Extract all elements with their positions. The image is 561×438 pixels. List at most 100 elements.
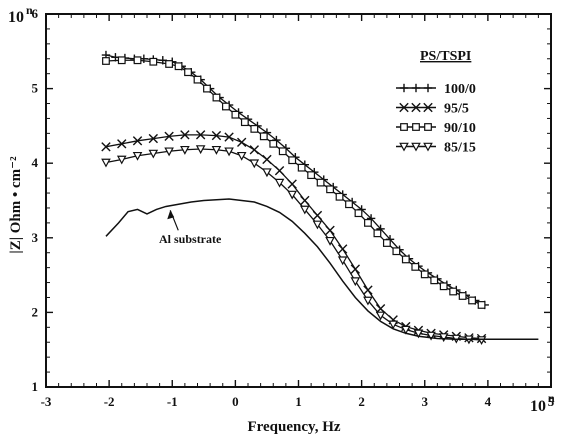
data-point [287,179,297,189]
data-point [413,329,424,339]
legend-label-1: 95/5 [444,102,469,117]
x-tick-label: -1 [167,394,178,409]
data-point-d2 [211,130,222,141]
data-point-tri [287,190,297,200]
y-tick-label: 4 [32,155,39,170]
legend-marker-tri [411,142,421,152]
data-point-d2 [287,179,297,189]
annotation-arrow-head [167,210,175,220]
x-axis-power-base: 10 [530,398,546,415]
legend-marker [423,102,433,113]
data-point [180,130,190,140]
data-point [350,277,361,287]
data-point [262,154,272,165]
data-point [231,110,240,119]
data-point-box [449,287,458,296]
data-point [164,147,174,157]
data-point-box [259,132,268,141]
series-4 [105,198,539,341]
data-point [269,139,278,148]
data-point-d2 [132,136,143,146]
plot-frame [45,13,552,388]
legend-marker [411,102,421,113]
data-point [102,57,110,65]
x-tick-label: 4 [485,394,492,409]
data-point-d2 [224,132,234,142]
data-point [326,185,334,194]
y-tick-label: 3 [32,230,39,245]
legend-marker-box [424,123,432,131]
legend-marker [399,83,409,93]
legend-marker-tri [399,142,409,152]
data-point [259,132,268,141]
data-point-box [316,178,325,187]
legend-marker-box [400,123,408,131]
data-point [350,264,361,274]
legend-marker-box [412,123,420,131]
data-point-tri [300,205,310,215]
data-point-tri [337,256,348,266]
legend-marker-d2 [411,102,421,113]
y-tick-label: 2 [32,304,39,319]
data-point [250,124,259,133]
data-point-box [411,262,420,271]
data-point-box [345,200,353,209]
data-point [337,244,348,254]
data-point [449,287,458,296]
data-point-tri [325,236,335,246]
data-point-tri [388,320,398,330]
data-point-d2 [312,210,323,221]
data-point [195,145,206,155]
data-point-d2 [249,145,260,155]
data-point [363,296,373,306]
data-point [438,333,449,343]
data-point-d2 [195,130,206,140]
data-point-box [250,124,259,133]
data-point-d2 [180,130,190,140]
data-point [224,132,234,142]
data-point-tri [438,333,449,343]
y-tick-label: 6 [32,6,39,21]
data-point-tri [101,158,111,168]
data-point-box [335,192,344,201]
data-point-tri [236,151,247,161]
data-point [382,239,391,247]
data-point-box [401,255,410,264]
legend-label-2: 90/10 [444,121,476,136]
annotation-al-substrate: Al substrate [159,232,222,246]
data-point [401,325,411,335]
data-point-tri [401,325,411,335]
data-point [364,218,372,227]
data-point [439,282,448,291]
data-point-tri [363,296,373,306]
data-point-box [458,292,467,300]
data-point-d2 [325,225,335,236]
data-point-tri [312,220,323,230]
legend-marker-tri [423,142,433,152]
data-point-box [222,102,230,111]
data-point-box [240,118,249,127]
legend-marker [399,142,409,152]
data-point [165,60,173,68]
data-point-d2 [117,139,127,149]
data-point [354,209,363,218]
x-tick-label: -2 [104,394,115,409]
data-point-d2 [337,244,348,254]
data-point [132,151,143,161]
y-axis-power-exponent: n [26,3,33,17]
data-point-tri [148,149,159,159]
data-point [149,57,158,66]
data-point-tri [132,151,143,161]
data-point [420,270,429,279]
data-point-box [364,218,372,227]
data-point [401,255,410,264]
data-point [180,145,190,155]
data-point [288,156,297,165]
data-point-tri [164,147,174,157]
data-point-d2 [236,137,247,148]
data-point-box [430,276,439,285]
data-point [101,142,111,152]
data-point [195,130,206,140]
data-point-box [165,60,173,68]
